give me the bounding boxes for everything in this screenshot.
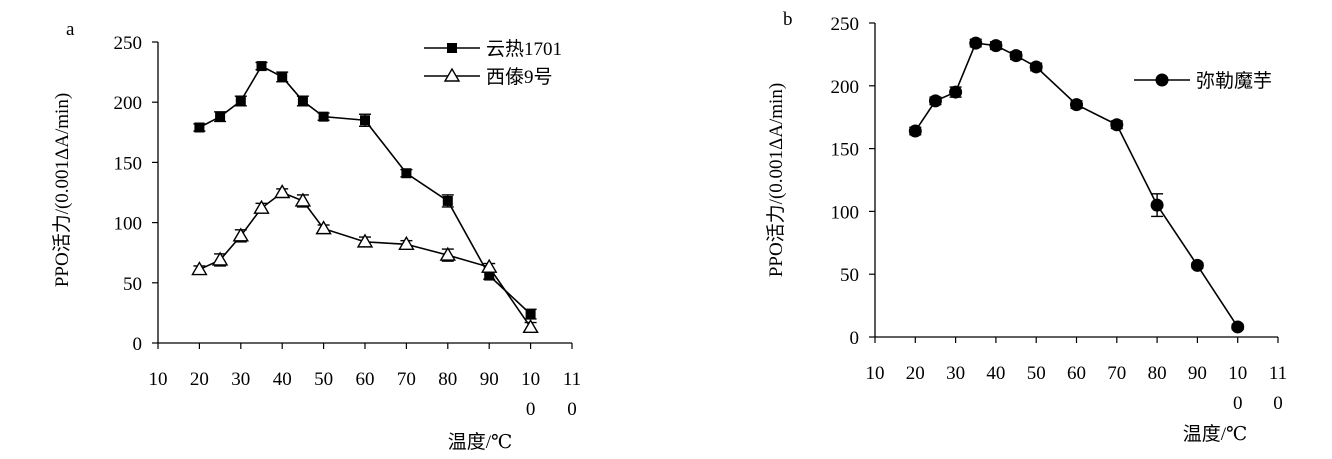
data-point [401, 168, 412, 179]
x-tick-label: 30 [231, 369, 250, 390]
series-1 [908, 36, 1245, 334]
series-2 [191, 184, 539, 334]
data-point [215, 111, 226, 122]
legend-label: 云热1701 [486, 38, 562, 60]
data-point [194, 122, 205, 133]
legend-entry: 西傣9号 [424, 66, 553, 88]
data-point [1029, 60, 1043, 74]
y-tick-label: 50 [840, 265, 859, 286]
data-point [297, 95, 308, 106]
y-tick-label: 100 [114, 214, 143, 235]
data-point [1231, 320, 1245, 334]
x-tick-label: 20 [190, 369, 209, 390]
x-tick-label: 10 0 [521, 369, 540, 420]
x-tick-label: 70 [397, 369, 416, 390]
data-point [232, 227, 250, 242]
chart-panel-b: 0 50 100 150 200 250 10 20 30 40 50 60 70 80 90 10 0 11 0 P… [765, 9, 1287, 445]
y-tick-label: 150 [114, 153, 143, 174]
x-tick-label: 40 [273, 369, 292, 390]
data-point [360, 115, 370, 126]
y-tick-label: 200 [831, 77, 860, 98]
y-axis-title: PPO活力/(0.001ΔA/min) [51, 93, 73, 287]
x-tick-label: 20 [906, 363, 925, 384]
x-tick-label: 70 [1107, 363, 1126, 384]
y-tick-label: 250 [114, 33, 143, 54]
x-tick-label: 50 [314, 369, 333, 390]
x-tick-label: 90 [1188, 363, 1207, 384]
legend-entry: 弥勒魔芋 [1134, 70, 1272, 92]
x-tick-label: 90 [480, 369, 499, 390]
data-point [949, 85, 963, 99]
legend-marker [447, 43, 457, 53]
legend-label: 弥勒魔芋 [1196, 70, 1272, 92]
y-tick-label: 250 [831, 14, 860, 35]
y-tick-label: 0 [133, 334, 143, 355]
data-point [1009, 49, 1023, 63]
data-point [442, 195, 453, 206]
y-tick-label: 100 [831, 202, 860, 223]
data-point [294, 192, 312, 207]
data-point [191, 261, 208, 276]
legend-label: 西傣9号 [486, 66, 553, 88]
panel-letter: a [66, 19, 75, 40]
legend-marker [1155, 73, 1169, 87]
data-point [398, 235, 415, 250]
data-point [318, 111, 329, 122]
y-tick-label: 50 [123, 274, 142, 295]
data-point [969, 36, 983, 50]
legend-marker [443, 67, 461, 82]
data-point [356, 233, 374, 248]
data-point [273, 184, 291, 199]
x-tick-label: 50 [1027, 363, 1046, 384]
x-axis-title: 温度/℃ [448, 431, 513, 453]
x-tick-label: 11 0 [563, 369, 581, 420]
data-point [439, 246, 457, 261]
x-tick-label: 60 [356, 369, 375, 390]
legend-entry: 云热1701 [424, 38, 562, 60]
x-tick-label: 10 [149, 369, 168, 390]
x-tick-label: 40 [986, 363, 1005, 384]
data-point [1110, 118, 1124, 132]
series-line [914, 42, 1239, 328]
panel-letter: b [783, 9, 793, 30]
data-point [480, 258, 498, 273]
data-point [277, 71, 288, 82]
data-point [256, 61, 267, 72]
data-point [235, 95, 246, 106]
x-axis-title: 温度/℃ [1183, 423, 1248, 445]
data-point [484, 270, 495, 281]
x-tick-label: 11 0 [1269, 363, 1287, 414]
x-tick-label: 80 [1148, 363, 1167, 384]
data-point [1190, 258, 1204, 272]
series-1 [193, 61, 537, 320]
data-point [522, 318, 539, 334]
data-point [928, 94, 942, 108]
x-tick-label: 30 [946, 363, 965, 384]
data-point [1150, 198, 1164, 212]
x-tick-label: 80 [438, 369, 457, 390]
x-tick-label: 10 0 [1228, 363, 1247, 414]
series-line [199, 65, 532, 315]
data-point [253, 199, 270, 214]
data-point [211, 251, 229, 266]
chart-panel-a: 0 50 100 150 200 250 10 20 30 40 50 60 70 80 90 10 0 11 0 P… [51, 19, 581, 453]
y-tick-label: 0 [850, 328, 860, 349]
data-point [525, 309, 536, 320]
data-point [989, 39, 1003, 53]
x-tick-label: 60 [1067, 363, 1086, 384]
y-tick-label: 200 [114, 93, 143, 114]
y-axis-title: PPO活力/(0.001ΔA/min) [765, 83, 787, 277]
x-tick-label: 10 [866, 363, 885, 384]
data-point [908, 124, 922, 138]
y-tick-label: 150 [831, 140, 860, 161]
data-point [1070, 98, 1083, 112]
data-point [315, 220, 332, 235]
